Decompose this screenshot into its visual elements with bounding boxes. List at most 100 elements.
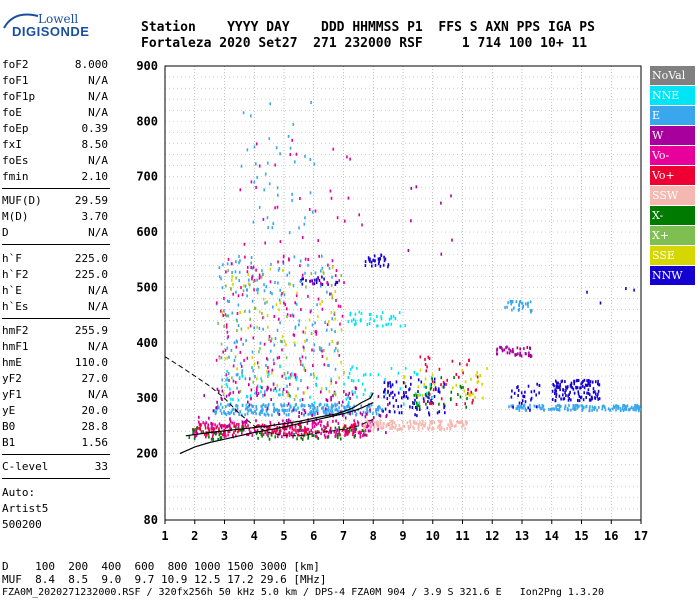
echo-point <box>376 324 379 328</box>
echo-point <box>440 201 442 205</box>
echo-point <box>255 407 258 411</box>
echo-point <box>299 424 301 428</box>
echo-point <box>367 421 370 425</box>
echo-point <box>351 365 353 369</box>
echo-point <box>382 425 384 429</box>
echo-point <box>330 382 332 386</box>
echo-point <box>264 393 266 397</box>
echo-point <box>409 425 411 429</box>
echo-point <box>566 408 569 412</box>
echo-point <box>250 388 253 392</box>
echo-point <box>218 422 221 426</box>
echo-point <box>211 435 214 439</box>
echo-point <box>327 363 329 367</box>
echo-point <box>281 374 283 378</box>
echo-point <box>267 370 270 374</box>
echo-point <box>247 433 250 437</box>
echo-point <box>479 374 482 378</box>
echo-point <box>250 261 252 265</box>
echo-point <box>439 423 442 427</box>
echo-point <box>222 391 225 395</box>
param-value: 2.10 <box>81 170 109 183</box>
echo-point <box>262 315 265 319</box>
echo-point <box>270 339 272 343</box>
echo-point <box>235 260 237 264</box>
echo-point <box>273 315 276 318</box>
echo-point <box>244 255 246 259</box>
echo-point <box>390 315 392 318</box>
echo-point <box>393 410 396 414</box>
echo-point <box>282 391 284 395</box>
echo-point <box>626 404 629 408</box>
echo-point <box>287 413 290 417</box>
echo-point <box>522 404 525 408</box>
echo-point <box>281 408 284 412</box>
echo-point <box>444 411 446 415</box>
echo-point <box>377 257 380 261</box>
echo-point <box>283 427 286 431</box>
echo-point <box>244 377 247 381</box>
echo-point <box>516 407 519 411</box>
echo-point <box>568 396 570 400</box>
echo-point <box>332 266 334 270</box>
echo-point <box>366 419 369 423</box>
echo-point <box>428 424 431 427</box>
echo-point <box>349 408 351 412</box>
echo-point <box>252 220 255 224</box>
echo-point <box>475 388 478 392</box>
echo-point <box>264 404 267 408</box>
echo-point <box>354 391 356 394</box>
echo-point <box>224 313 227 317</box>
echo-point <box>241 413 243 417</box>
echo-point <box>247 424 249 428</box>
echo-point <box>296 376 298 380</box>
echo-point <box>270 262 272 266</box>
echo-point <box>246 395 248 398</box>
echo-point <box>512 348 514 351</box>
echo-point <box>241 374 244 378</box>
x-tick-label: 10 <box>426 529 440 543</box>
echo-point <box>384 257 387 261</box>
param-separator <box>2 188 110 189</box>
param-row: h`Es N/A <box>2 300 108 314</box>
echo-point <box>269 280 272 284</box>
echo-point <box>283 372 286 376</box>
echo-point <box>256 288 258 292</box>
echo-point <box>617 406 619 410</box>
echo-point <box>236 312 239 315</box>
echo-point <box>310 429 312 432</box>
echo-point <box>227 372 230 375</box>
echo-point <box>253 426 256 430</box>
echo-point <box>331 340 333 343</box>
param-value: N/A <box>88 106 108 119</box>
echo-point <box>335 381 337 385</box>
echo-point <box>424 393 427 396</box>
echo-point <box>553 407 555 411</box>
echo-point <box>231 262 233 266</box>
echo-point <box>233 341 236 345</box>
param-value: 225.0 <box>74 268 108 281</box>
echo-point <box>226 369 228 373</box>
echo-point <box>239 362 242 366</box>
echo-point <box>361 429 364 433</box>
echo-point <box>330 292 333 296</box>
echo-point <box>581 407 584 411</box>
echo-point <box>376 425 379 429</box>
echo-point <box>267 372 270 376</box>
echo-point <box>565 394 567 397</box>
echo-point <box>258 424 261 428</box>
echo-point <box>312 372 315 376</box>
param-row: hmF2 255.9 <box>2 324 108 338</box>
echo-point <box>268 431 270 435</box>
echo-point <box>285 427 288 431</box>
echo-point <box>258 205 261 209</box>
echo-point <box>334 408 336 412</box>
echo-point <box>268 338 270 341</box>
echo-point <box>279 339 282 343</box>
echo-point <box>458 375 460 379</box>
x-tick-label: 16 <box>604 529 618 543</box>
param-value: 0.39 <box>81 122 109 135</box>
echo-point <box>254 375 256 379</box>
echo-point <box>625 287 627 290</box>
echo-point <box>258 273 261 277</box>
